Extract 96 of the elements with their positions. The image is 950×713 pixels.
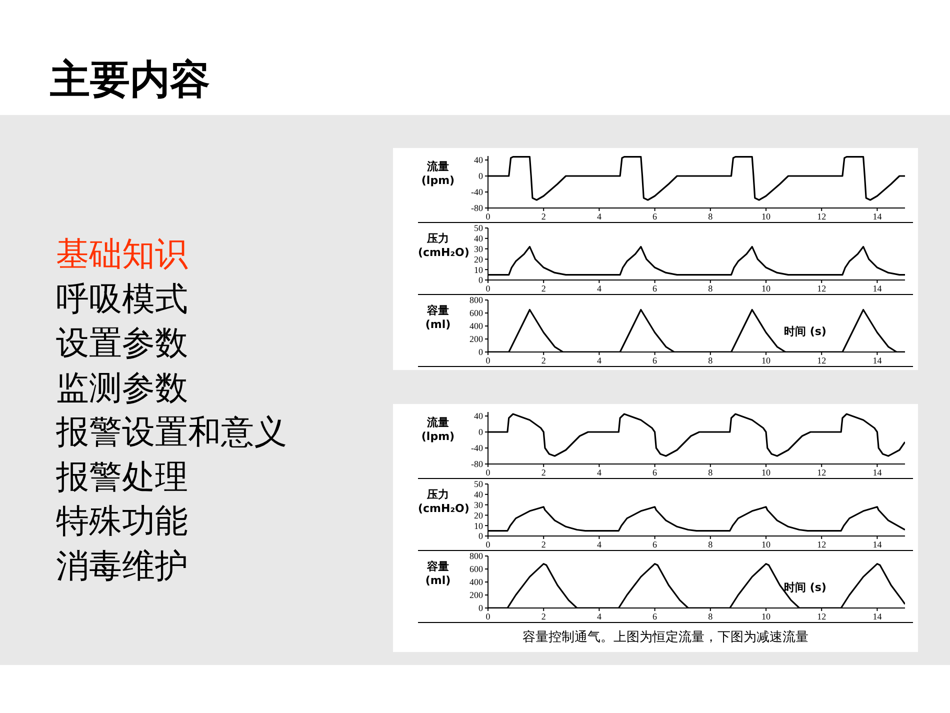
y-tick-label: 40 — [474, 155, 484, 166]
y-tick-label: -40 — [471, 187, 484, 198]
x-tick-label: 10 — [762, 539, 771, 550]
x-tick-label: 0 — [486, 355, 491, 366]
y-tick-label: -80 — [471, 459, 484, 470]
y-tick-label: 0 — [478, 275, 484, 286]
text: 设置参数 — [56, 322, 189, 364]
x-tick-label: 2 — [541, 539, 546, 550]
x-tick-label: 0 — [486, 539, 491, 550]
text: 主要内容 — [50, 56, 210, 105]
text: 消毒维护 — [56, 544, 189, 586]
y-tick-label: -40 — [471, 443, 484, 454]
x-tick-label: 0 — [486, 611, 491, 622]
x-tick-label: 4 — [596, 211, 602, 222]
x-tick-label: 14 — [872, 467, 882, 478]
x-tick-label: 4 — [596, 611, 602, 622]
x-tick-label: 10 — [762, 611, 771, 622]
y-tick-label: 0 — [478, 531, 484, 542]
y-tick-label: 20 — [474, 510, 484, 520]
y-tick-label: 10 — [474, 264, 484, 275]
y-tick-label: 30 — [474, 244, 484, 254]
x-tick-label: 0 — [486, 211, 491, 222]
y-tick-label: 400 — [470, 577, 484, 588]
x-tick-label: 0 — [486, 283, 491, 294]
text: 特殊功能 — [56, 500, 189, 542]
x-tick-label: 4 — [596, 283, 602, 294]
x-tick-label: 10 — [762, 467, 771, 478]
x-tick-label: 2 — [541, 211, 546, 222]
x-tick-label: 2 — [541, 283, 546, 294]
x-tick-label: 12 — [817, 539, 826, 550]
y-tick-label: 0 — [478, 347, 484, 358]
x-tick-label: 6 — [652, 539, 658, 550]
x-tick-label: 12 — [817, 211, 826, 222]
y-tick-label: 10 — [474, 520, 484, 531]
x-tick-label: 14 — [872, 355, 882, 366]
x-tick-label: 6 — [652, 283, 658, 294]
y-tick-label: 50 — [474, 223, 484, 234]
annotation: 时间 (s) — [784, 324, 826, 339]
y-tick-label: 600 — [470, 308, 484, 318]
x-tick-label: 14 — [872, 539, 882, 550]
y-axis-title: 容量 (ml) — [424, 303, 452, 333]
y-tick-label: 0 — [478, 171, 484, 182]
x-tick-label: 8 — [708, 467, 714, 478]
y-axis-title: 流量 (lpm) — [420, 415, 456, 445]
y-tick-label: 800 — [470, 295, 484, 306]
x-tick-label: 4 — [596, 355, 602, 366]
x-tick-label: 6 — [652, 355, 658, 366]
x-tick-label: 8 — [708, 211, 714, 222]
x-tick-label: 10 — [762, 211, 771, 222]
y-tick-label: 0 — [478, 603, 484, 614]
y-tick-label: 200 — [470, 590, 484, 600]
y-tick-label: 40 — [474, 411, 484, 422]
y-tick-label: 50 — [474, 479, 484, 490]
x-tick-label: 8 — [708, 539, 714, 550]
y-tick-label: -80 — [471, 203, 484, 214]
x-tick-label: 12 — [817, 355, 826, 366]
y-axis-title: 容量 (ml) — [424, 559, 452, 589]
text: 监测参数 — [56, 366, 189, 408]
y-tick-label: 600 — [470, 564, 484, 574]
x-tick-label: 2 — [541, 355, 546, 366]
y-axis-title: 流量 (lpm) — [420, 159, 456, 189]
x-tick-label: 14 — [872, 611, 882, 622]
x-tick-label: 2 — [541, 467, 546, 478]
x-tick-label: 14 — [872, 283, 882, 294]
x-tick-label: 12 — [817, 611, 826, 622]
x-tick-label: 8 — [708, 283, 714, 294]
y-tick-label: 800 — [470, 551, 484, 562]
y-axis-title: 压力 (cmH₂O) — [418, 487, 470, 517]
x-tick-label: 12 — [817, 283, 826, 294]
x-tick-label: 6 — [652, 611, 658, 622]
text: 容量控制通气。上图为恒定流量，下图为减速流量 — [522, 629, 810, 646]
x-tick-label: 4 — [596, 467, 602, 478]
text: 报警设置和意义 — [56, 411, 287, 453]
text: 基础知识 — [56, 233, 189, 275]
y-tick-label: 400 — [470, 321, 484, 332]
x-tick-label: 8 — [708, 611, 714, 622]
y-tick-label: 40 — [474, 234, 484, 244]
x-tick-label: 10 — [762, 283, 771, 294]
x-tick-label: 6 — [652, 211, 658, 222]
text: 呼吸模式 — [56, 278, 189, 320]
x-tick-label: 0 — [486, 467, 491, 478]
y-tick-label: 30 — [474, 500, 484, 510]
x-tick-label: 14 — [872, 211, 882, 222]
y-tick-label: 0 — [478, 427, 484, 438]
y-axis-title: 压力 (cmH₂O) — [418, 231, 470, 261]
annotation: 时间 (s) — [784, 580, 826, 595]
x-tick-label: 4 — [596, 539, 602, 550]
text: 报警处理 — [56, 456, 189, 498]
x-tick-label: 2 — [541, 611, 546, 622]
y-tick-label: 20 — [474, 254, 484, 264]
y-tick-label: 200 — [470, 334, 484, 344]
x-tick-label: 10 — [762, 355, 771, 366]
x-tick-label: 12 — [817, 467, 826, 478]
y-tick-label: 40 — [474, 490, 484, 500]
x-tick-label: 6 — [652, 467, 658, 478]
x-tick-label: 8 — [708, 355, 714, 366]
